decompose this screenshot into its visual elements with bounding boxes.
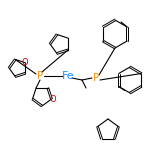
Text: P: P [37,71,43,81]
Text: O: O [22,58,29,67]
Text: Fe: Fe [62,71,74,81]
Text: P: P [93,73,99,83]
Text: O: O [49,95,56,104]
